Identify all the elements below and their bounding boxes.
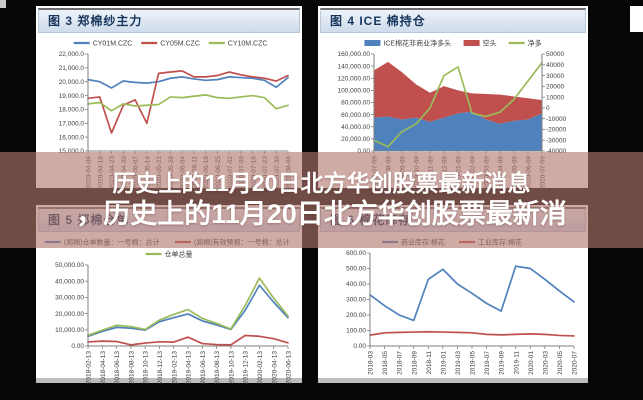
svg-text:17,000.0: 17,000.0 (59, 120, 85, 127)
headline-line2: ，历史上的11月20日北方华创股票最新消 (76, 198, 567, 229)
svg-text:20,000.0: 20,000.0 (59, 79, 85, 86)
svg-text:0.00: 0.00 (71, 343, 84, 350)
svg-text:10,000.00: 10,000.00 (55, 327, 84, 334)
svg-text:2019-03: 2019-03 (455, 351, 462, 375)
svg-text:30,000.00: 30,000.00 (55, 295, 84, 302)
svg-text:40,000.00: 40,000.00 (341, 124, 370, 131)
svg-text:2019-02-13: 2019-02-13 (171, 351, 178, 384)
svg-text:0.00: 0.00 (357, 148, 370, 155)
svg-text:-20000: -20000 (546, 127, 567, 134)
svg-text:100,000.00: 100,000.00 (337, 88, 370, 95)
svg-text:2018-08-13: 2018-08-13 (128, 351, 135, 384)
svg-text:22,000.0: 22,000.0 (59, 51, 85, 58)
svg-text:2018-06-13: 2018-06-13 (114, 351, 121, 384)
svg-text:20,000.00: 20,000.00 (55, 311, 84, 318)
svg-text:19,000.0: 19,000.0 (59, 93, 85, 100)
svg-text:60,000.00: 60,000.00 (341, 112, 370, 119)
svg-text:140,000.00: 140,000.00 (337, 63, 370, 70)
page-edge-fragment-right (630, 6, 643, 32)
svg-text:2019-01: 2019-01 (440, 351, 447, 375)
svg-text:-40000: -40000 (546, 148, 567, 155)
svg-text:-30000: -30000 (546, 137, 567, 144)
svg-text:500.00: 500.00 (346, 266, 366, 273)
svg-text:2019-07: 2019-07 (484, 351, 491, 375)
svg-text:2020-07: 2020-07 (572, 351, 579, 375)
svg-text:CY10M.CZC: CY10M.CZC (228, 41, 268, 48)
page-edge-fragment-left (0, 0, 6, 8)
svg-text:400.00: 400.00 (346, 281, 366, 288)
svg-text:160,000.00: 160,000.00 (337, 51, 370, 58)
svg-text:空头: 空头 (483, 39, 497, 48)
svg-text:2019-12-13: 2019-12-13 (243, 351, 250, 384)
svg-text:2020-01: 2020-01 (528, 351, 535, 375)
svg-text:50,000.00: 50,000.00 (55, 262, 84, 269)
svg-text:2019-04-13: 2019-04-13 (186, 351, 193, 384)
svg-text:2019-11: 2019-11 (513, 351, 520, 375)
svg-text:30000: 30000 (546, 73, 564, 80)
svg-text:2020-03: 2020-03 (542, 351, 549, 375)
svg-text:2018-09: 2018-09 (411, 351, 418, 375)
svg-text:CY05M.CZC: CY05M.CZC (160, 41, 200, 48)
svg-text:2019-06-13: 2019-06-13 (200, 351, 207, 384)
svg-text:2019-09: 2019-09 (499, 351, 506, 375)
svg-text:20,000.00: 20,000.00 (341, 136, 370, 143)
svg-text:净多: 净多 (528, 39, 542, 48)
headline-line1: 历史上的11月20日北方华创股票最新消息 (112, 169, 531, 196)
svg-text:600.00: 600.00 (346, 250, 366, 257)
svg-text:2018-05: 2018-05 (382, 351, 389, 375)
svg-text:2018-03: 2018-03 (368, 351, 375, 375)
svg-text:2018-11: 2018-11 (426, 351, 433, 375)
svg-text:2018-04-13: 2018-04-13 (100, 351, 107, 384)
headline-overlay: 历史上的11月20日北方华创股票最新消息 ，历史上的11月20日北方华创股票最新… (0, 152, 643, 248)
svg-text:200.00: 200.00 (346, 312, 366, 319)
svg-text:2020-02-13: 2020-02-13 (257, 351, 264, 384)
svg-text:2019-05: 2019-05 (470, 351, 477, 375)
svg-text:2019-08-13: 2019-08-13 (214, 351, 221, 384)
svg-text:18,000.0: 18,000.0 (59, 107, 85, 114)
fig3-title: 图 3 郑棉纱主力 (38, 8, 300, 33)
svg-text:50000: 50000 (546, 51, 564, 58)
svg-text:2020-04-13: 2020-04-13 (271, 351, 278, 384)
svg-text:40,000.00: 40,000.00 (55, 278, 84, 285)
svg-text:2018-12-13: 2018-12-13 (157, 351, 164, 384)
svg-text:仓单总量: 仓单总量 (165, 250, 193, 259)
svg-text:10000: 10000 (546, 94, 564, 101)
svg-text:40000: 40000 (546, 62, 564, 69)
svg-text:100.00: 100.00 (346, 328, 366, 335)
svg-text:16,000.0: 16,000.0 (59, 134, 85, 141)
svg-text:ICE棉花非商业净多头: ICE棉花非商业净多头 (383, 39, 451, 48)
svg-text:300.00: 300.00 (346, 297, 366, 304)
svg-text:-10000: -10000 (546, 116, 567, 123)
svg-text:120,000.00: 120,000.00 (337, 75, 370, 82)
svg-text:15,000.0: 15,000.0 (59, 148, 85, 155)
fig5-warehouse-receipts-chart: 0.00 10,000.00 20,000.00 30,000.00 40,000.00… (44, 238, 293, 384)
svg-text:2018-10-13: 2018-10-13 (143, 351, 150, 384)
fig4-title: 图 4 ICE 棉持仓 (320, 8, 586, 33)
svg-text:0.00: 0.00 (353, 343, 366, 350)
svg-text:21,000.0: 21,000.0 (59, 65, 85, 72)
fig4-ice-cotton-positions-chart: 0.00 20,000.00 40,000.00 60,000.00 80,000.00… (337, 39, 567, 190)
svg-text:0: 0 (546, 105, 550, 112)
svg-text:2018-02-13: 2018-02-13 (86, 351, 93, 384)
svg-text:2020-06-13: 2020-06-13 (286, 351, 293, 384)
fig6-cotton-inventory-chart: 0.00 100.00 200.00 300.00 400.00 500.00 600.00… (346, 238, 579, 375)
svg-text:CY01M.CZC: CY01M.CZC (93, 41, 133, 48)
svg-text:2019-10-13: 2019-10-13 (228, 351, 235, 384)
svg-text:20000: 20000 (546, 84, 564, 91)
svg-text:2020-05: 2020-05 (557, 351, 564, 375)
svg-text:2018-07: 2018-07 (397, 351, 404, 375)
svg-text:80,000.00: 80,000.00 (341, 100, 370, 107)
